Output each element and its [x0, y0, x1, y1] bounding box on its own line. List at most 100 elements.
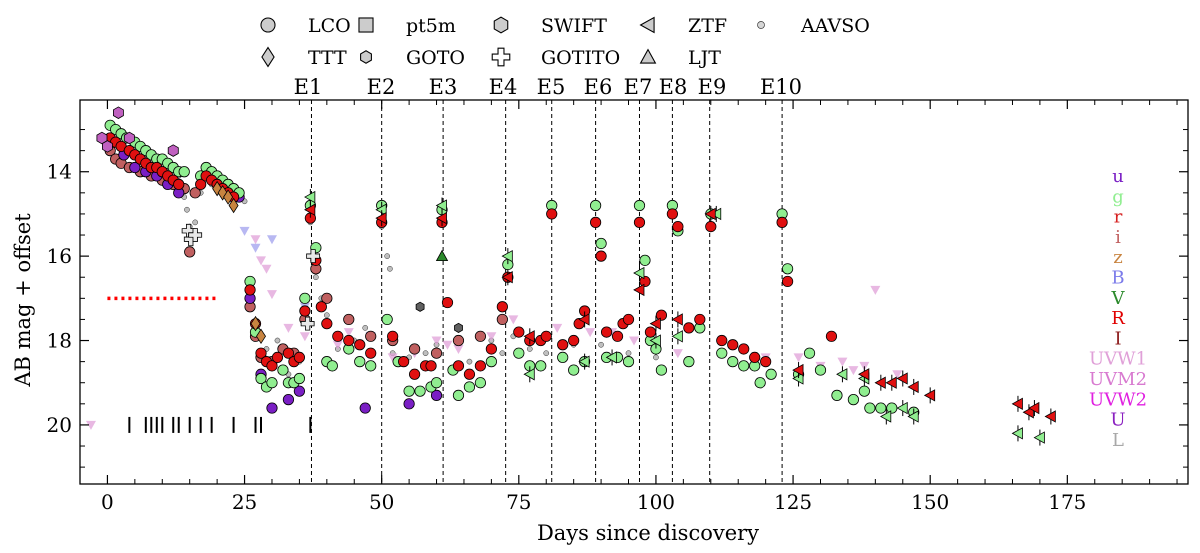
data-point — [85, 420, 96, 430]
data-point — [885, 376, 897, 389]
data-point — [474, 377, 487, 389]
data-point — [760, 356, 772, 368]
data-point — [354, 339, 366, 351]
series-ztf-g — [304, 189, 1045, 446]
data-point — [523, 368, 535, 381]
data-point — [649, 317, 661, 330]
data-point — [793, 353, 804, 363]
series-u — [107, 136, 443, 414]
event-label-e8: E8 — [659, 75, 688, 99]
data-point — [343, 334, 355, 347]
data-point — [644, 326, 657, 338]
data-point — [546, 208, 558, 220]
data-point — [633, 266, 645, 280]
data-point — [836, 368, 848, 381]
data-point — [441, 296, 454, 309]
data-point — [864, 402, 876, 414]
data-point — [256, 256, 267, 266]
data-point — [694, 313, 706, 326]
data-point — [323, 312, 330, 319]
legend-label-ttt: TTT — [308, 47, 347, 69]
data-point — [605, 351, 617, 364]
data-point — [283, 323, 294, 333]
data-point — [907, 410, 919, 423]
data-point — [738, 343, 750, 355]
data-point — [129, 161, 141, 174]
legend-item-goto: GOTO — [360, 47, 465, 69]
data-point — [896, 401, 908, 415]
data-point — [1011, 397, 1023, 411]
data-point — [365, 347, 377, 359]
filter-label-i: I — [1114, 328, 1121, 349]
data-point — [633, 216, 646, 228]
data-point — [299, 292, 311, 304]
legend-label-gotito: GOTITO — [541, 47, 620, 69]
data-point — [716, 334, 728, 347]
data-point — [381, 313, 393, 326]
filter-label-z: z — [1113, 247, 1122, 268]
data-point — [332, 340, 343, 350]
data-point — [435, 211, 447, 225]
data-point — [293, 372, 306, 385]
data-point — [568, 334, 580, 347]
data-point — [896, 372, 908, 385]
data-point — [923, 389, 936, 402]
filter-label-i: i — [1115, 227, 1121, 248]
legend-item-ljt: LJT — [639, 47, 721, 69]
data-point — [508, 315, 519, 325]
legend-marker-aavso — [757, 21, 765, 29]
data-point — [879, 410, 892, 423]
data-point — [625, 350, 632, 357]
data-point — [600, 326, 613, 338]
legend-marker-goto — [360, 50, 372, 64]
data-point — [557, 351, 569, 364]
data-point — [485, 356, 497, 368]
series-uvw1 — [85, 235, 903, 430]
data-point — [442, 340, 453, 350]
filter-label-u: u — [1112, 166, 1124, 187]
data-point — [365, 360, 377, 372]
event-label-e6: E6 — [584, 75, 613, 99]
data-point — [256, 328, 266, 345]
data-point — [474, 360, 487, 372]
legend-item-swift: SWIFT — [493, 15, 607, 37]
data-point — [874, 376, 886, 389]
legend-label-swift: SWIFT — [541, 15, 607, 37]
event-label-e1: E1 — [294, 75, 323, 99]
data-point — [523, 330, 535, 343]
data-point — [343, 328, 354, 338]
data-point — [709, 207, 722, 221]
data-point — [167, 144, 179, 157]
data-point — [629, 336, 639, 346]
data-point — [858, 385, 870, 397]
data-point — [300, 316, 315, 331]
event-label-e3: E3 — [429, 75, 458, 99]
event-label-e4: E4 — [489, 75, 518, 99]
event-label-e10: E10 — [760, 75, 802, 99]
data-point — [705, 220, 717, 233]
y-tick-label: 20 — [47, 413, 72, 437]
data-point — [321, 318, 333, 330]
event-label-e9: E9 — [698, 75, 727, 99]
legend-item-lco: LCO — [260, 15, 351, 37]
data-point — [671, 330, 683, 343]
data-point — [543, 350, 550, 357]
series-ljt — [435, 249, 449, 262]
data-point — [343, 313, 355, 326]
data-point — [332, 330, 344, 342]
series-ztf-r — [304, 201, 1056, 425]
legend-marker-swift — [493, 16, 509, 34]
data-point — [513, 347, 525, 359]
data-point — [113, 106, 124, 119]
data-point — [595, 250, 607, 262]
series-r — [104, 132, 838, 380]
data-point — [425, 360, 437, 372]
y-tick-label: 14 — [47, 160, 72, 184]
data-point — [415, 301, 425, 312]
data-point — [250, 243, 261, 253]
filter-label-r: r — [1114, 207, 1123, 228]
data-point — [535, 360, 547, 372]
data-point — [486, 332, 497, 342]
x-tick-label: 25 — [232, 490, 257, 514]
x-axis-label: Days since discovery — [537, 521, 759, 545]
